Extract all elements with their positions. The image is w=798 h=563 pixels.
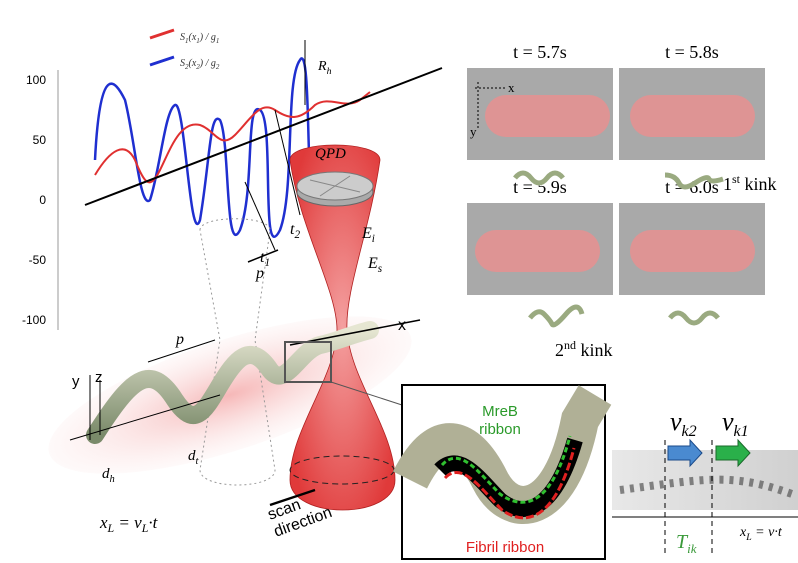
cell-overlay [475, 230, 600, 272]
kymograph-image [612, 450, 798, 510]
frame-x-label: x [508, 80, 515, 95]
kymograph: vk2 vk1 Tik xL = v·t [612, 407, 798, 556]
x-axis-label: x [398, 317, 406, 334]
frame-title: t = 5.7s [513, 42, 567, 62]
vk2-label: vk2 [670, 407, 697, 440]
t1-line [245, 182, 275, 250]
frame-title: t = 5.9s [513, 177, 567, 197]
blue-signal [95, 58, 315, 236]
figure: 100 50 0 -50 -100 S1(x1) / g1 S2(x2) / g… [0, 0, 798, 563]
z-axis-label: z [95, 369, 103, 386]
fiber-axis [85, 68, 442, 205]
ei-label: Ei [361, 225, 375, 245]
frame-title: t = 5.8s [665, 42, 719, 62]
es-label: Es [367, 255, 383, 275]
cell-overlay [630, 95, 755, 137]
optical-setup: QPD t1 t2 Ei Es x y z p dh dt xL = vL·t … [32, 110, 427, 541]
helix-icon [530, 307, 582, 325]
pitch-label: p [175, 331, 184, 348]
y-tick-label: -50 [29, 253, 47, 267]
qpd-label: QPD [315, 146, 346, 162]
helix-icon [670, 313, 718, 323]
y-tick-label: 100 [26, 73, 46, 87]
p-label: p [255, 265, 264, 282]
kink-label: 2nd kink [555, 338, 613, 360]
legend-swatch [150, 30, 174, 38]
y-tick-label: 50 [33, 133, 47, 147]
y-tick-label: -100 [22, 313, 46, 327]
position-equation: xL = vL·t [99, 513, 159, 535]
legend-swatch [150, 57, 174, 65]
frame-y-label: y [470, 124, 477, 139]
kymo-equation: xL = v·t [739, 525, 783, 543]
kink-label: 1st kink [723, 172, 777, 194]
tik-label: Tik [676, 531, 697, 556]
frames: t = 5.7s t = 5.8s t = 5.9s t = 6.0s x y … [467, 42, 777, 360]
y-axis-label: y [72, 373, 80, 390]
y-tick-label: 0 [39, 193, 46, 207]
legend-label: S2(x2) / g2 [180, 58, 220, 71]
vk1-label: vk1 [722, 407, 749, 440]
signal-plot: 100 50 0 -50 -100 S1(x1) / g1 S2(x2) / g… [22, 30, 442, 330]
t2-label: t2 [290, 221, 300, 241]
rh-label: Rh [317, 59, 332, 77]
legend-label: S1(x1) / g1 [180, 32, 219, 45]
fibril-label: Fibril ribbon [466, 539, 544, 556]
cell-overlay [485, 95, 610, 137]
cell-overlay [630, 230, 755, 272]
